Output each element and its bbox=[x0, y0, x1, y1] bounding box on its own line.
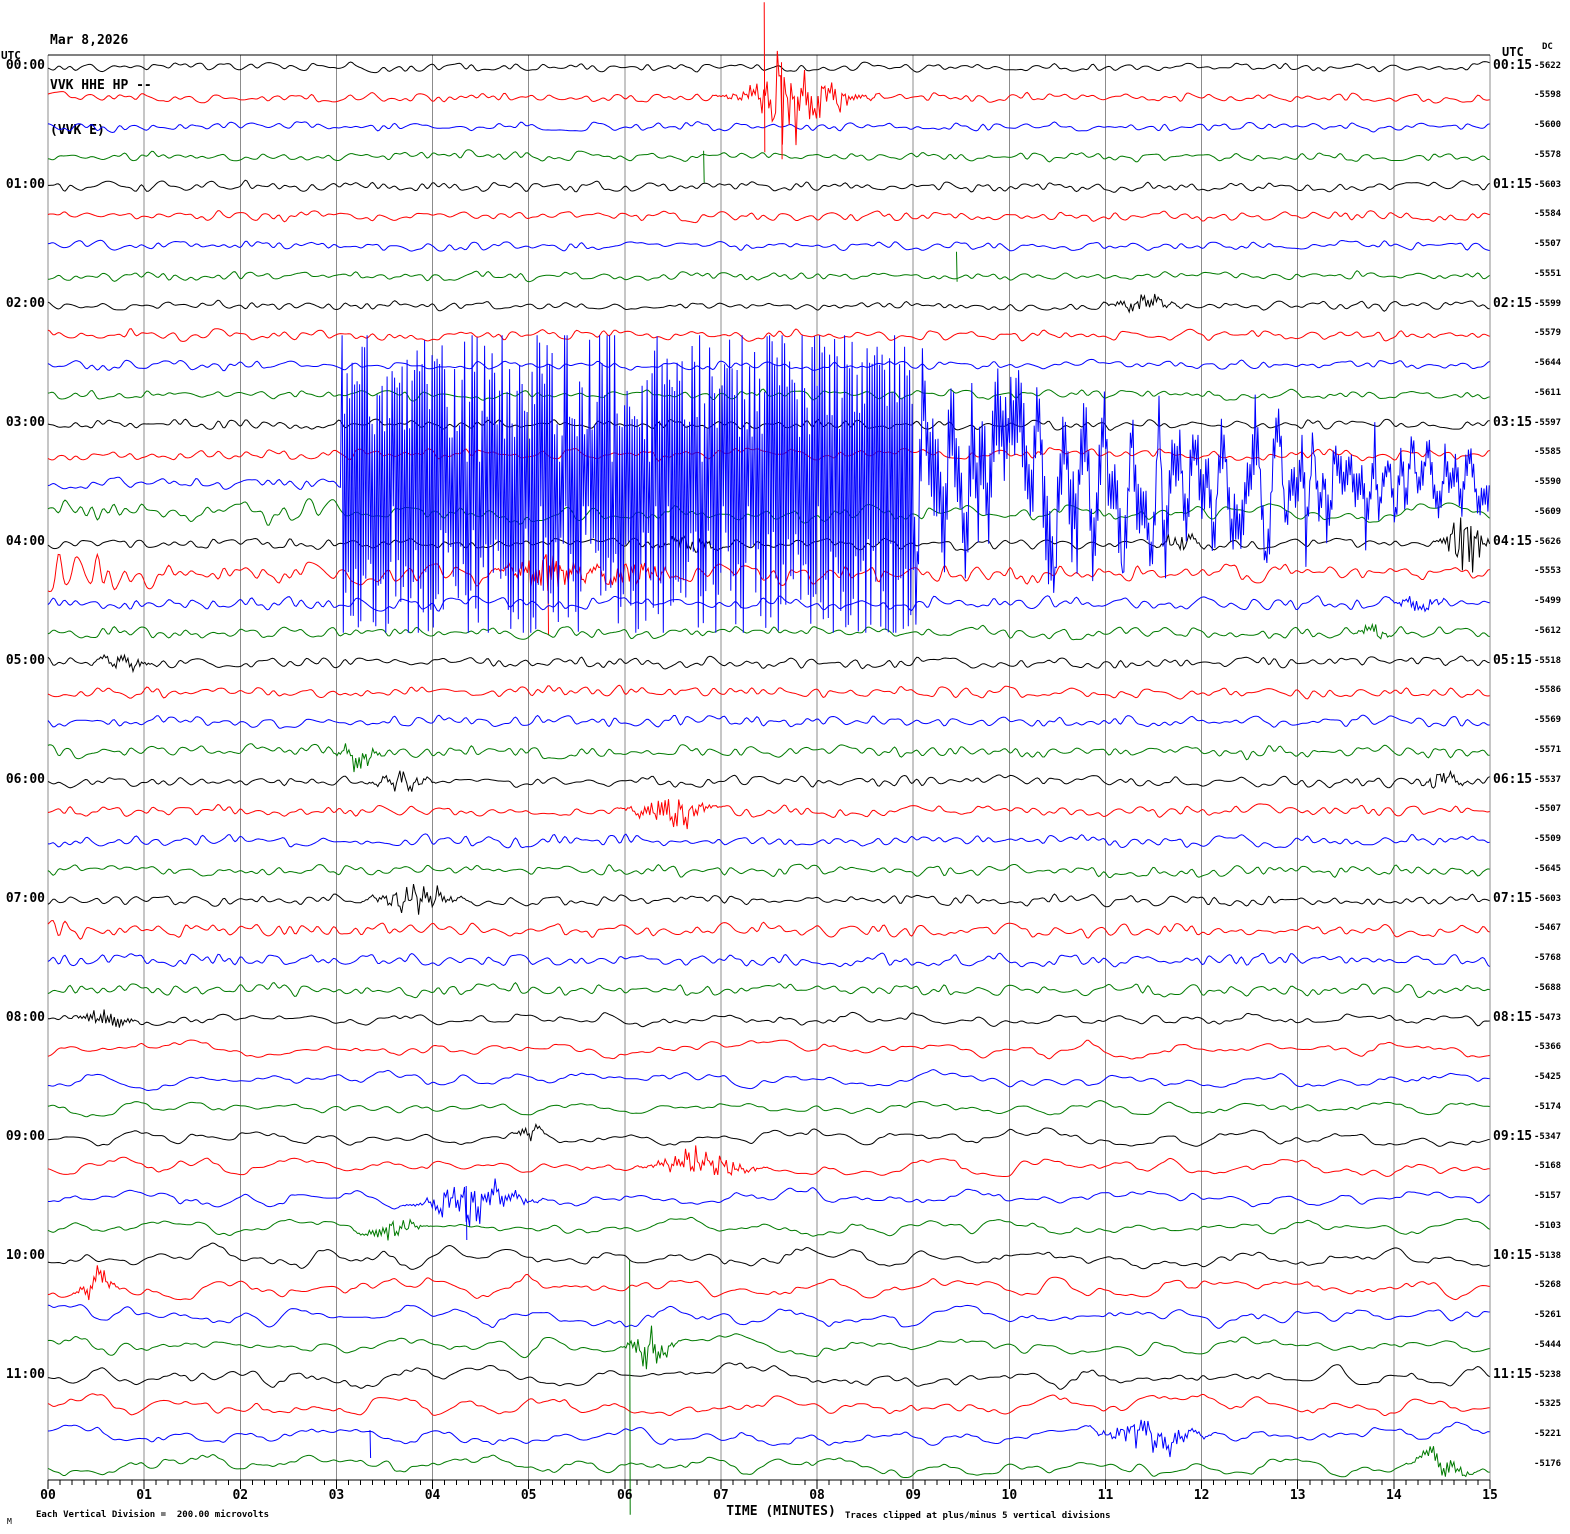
trace-row-01-30 bbox=[47, 239, 1490, 252]
trace-row-09-15 bbox=[47, 1145, 1490, 1177]
trace-row-08-30 bbox=[47, 1069, 1490, 1092]
trace-row-07-00 bbox=[47, 883, 1490, 915]
trace-row-04-45 bbox=[47, 622, 1490, 641]
trace-row-05-30 bbox=[47, 714, 1490, 729]
trace-row-08-15 bbox=[47, 1039, 1490, 1060]
trace-row-01-00 bbox=[48, 179, 1490, 193]
trace-row-07-15 bbox=[47, 919, 1490, 940]
trace-row-05-00 bbox=[47, 653, 1490, 674]
dc-column-header: DC bbox=[1542, 42, 1553, 52]
trace-row-00-45 bbox=[47, 149, 1490, 183]
trace-row-04-30 bbox=[47, 595, 1490, 613]
trace-row-08-00 bbox=[47, 1009, 1490, 1028]
footer-micro-glyph: M bbox=[7, 1517, 12, 1526]
trace-row-01-45 bbox=[47, 251, 1490, 283]
trace-row-10-00 bbox=[47, 1242, 1490, 1270]
trace-row-09-30 bbox=[48, 1178, 1490, 1241]
trace-row-04-00 bbox=[47, 517, 1491, 573]
trace-row-02-15 bbox=[47, 328, 1490, 342]
trace-row-05-15 bbox=[47, 684, 1490, 700]
trace-row-07-45 bbox=[47, 981, 1490, 999]
footer-scale-note: Each Vertical Division = 200.00 microvol… bbox=[36, 1510, 269, 1520]
trace-row-06-15 bbox=[47, 799, 1490, 830]
trace-row-11-15 bbox=[47, 1393, 1490, 1417]
trace-row-05-45 bbox=[47, 743, 1490, 773]
trace-row-01-15 bbox=[47, 210, 1490, 224]
trace-row-06-30 bbox=[48, 833, 1490, 849]
trace-row-08-45 bbox=[47, 1100, 1490, 1118]
trace-row-02-00 bbox=[47, 293, 1490, 314]
header-date: Mar 8,2026 bbox=[50, 33, 129, 48]
footer-clip-note: Traces clipped at plus/minus 5 vertical … bbox=[845, 1511, 1111, 1521]
header: Mar 8,2026 VVK HHE HP -- (VVK E) bbox=[50, 3, 152, 168]
trace-row-02-30 bbox=[47, 358, 1490, 372]
trace-row-04-15 bbox=[47, 552, 1490, 636]
x-axis-title: TIME (MINUTES) bbox=[726, 1504, 836, 1519]
trace-row-00-00 bbox=[47, 61, 1490, 74]
trace-row-10-45 bbox=[47, 1259, 1490, 1515]
trace-row-06-45 bbox=[47, 863, 1490, 879]
trace-row-10-15 bbox=[47, 1265, 1490, 1301]
trace-row-09-00 bbox=[47, 1123, 1490, 1147]
trace-row-11-00 bbox=[47, 1362, 1490, 1390]
trace-row-11-45 bbox=[47, 1446, 1490, 1478]
right-axis-utc-label: UTC bbox=[1502, 45, 1524, 59]
trace-row-09-45 bbox=[47, 1216, 1490, 1241]
trace-row-00-30 bbox=[47, 121, 1490, 134]
left-axis-utc-label: UTC bbox=[1, 49, 21, 62]
trace-row-11-30 bbox=[47, 1419, 1490, 1459]
trace-row-03-30 bbox=[47, 335, 1490, 633]
trace-row-06-00 bbox=[47, 769, 1490, 793]
trace-row-10-30 bbox=[47, 1304, 1490, 1329]
trace-row-00-15 bbox=[47, 2, 1490, 160]
trace-row-07-30 bbox=[47, 952, 1490, 968]
